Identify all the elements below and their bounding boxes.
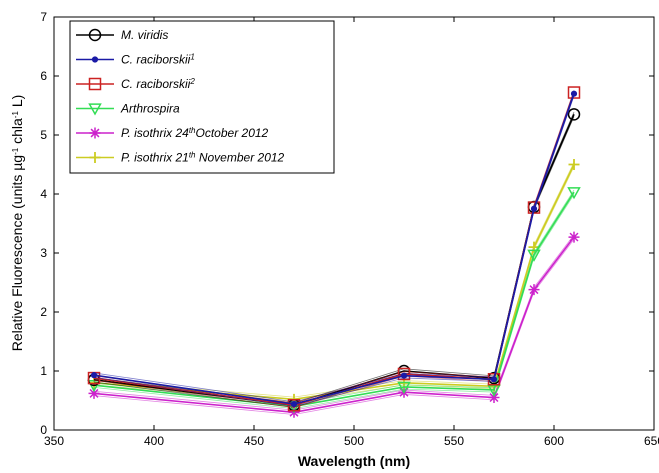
y-tick-label: 5 — [40, 128, 47, 142]
series-marker — [88, 387, 100, 399]
series-marker — [88, 28, 102, 42]
series-line — [93, 236, 575, 414]
series-marker — [567, 86, 581, 99]
series-spread-line — [93, 239, 575, 415]
series-marker — [90, 372, 98, 379]
series-marker — [89, 127, 101, 139]
series-marker — [530, 205, 538, 212]
series-marker — [91, 56, 99, 63]
series-marker — [528, 284, 540, 296]
series-marker — [488, 392, 500, 404]
series-spread-line — [93, 234, 575, 411]
x-tick-label: 350 — [44, 434, 64, 448]
legend-item: C. raciborskii1 — [76, 52, 195, 67]
series-marker — [87, 380, 101, 393]
x-tick-label: 500 — [344, 434, 364, 448]
y-tick-label: 3 — [40, 246, 47, 260]
legend-item: P. isothrix 24thOctober 2012 — [76, 126, 269, 141]
series-line — [93, 164, 575, 401]
legend-label: M. viridis — [121, 28, 168, 42]
series-spread-line — [93, 194, 575, 410]
x-tick-label: 600 — [544, 434, 564, 448]
series-1 — [90, 90, 578, 408]
legend-item: Arthrospira — [76, 102, 180, 116]
series-marker — [490, 376, 498, 383]
series-marker — [290, 400, 298, 408]
series-marker — [568, 159, 580, 170]
series-marker — [568, 231, 580, 243]
axis-ticks: 350 400 450 500 550 600 650 0 1 2 3 4 5 6 7 — [40, 10, 659, 448]
series-spread-line — [93, 162, 575, 398]
series-marker — [527, 249, 541, 262]
x-tick-label: 450 — [244, 434, 264, 448]
legend-item: M. viridis — [76, 28, 168, 42]
legend-item: C. raciborskii2 — [76, 77, 195, 92]
x-tick-label: 650 — [644, 434, 659, 448]
y-tick-label: 1 — [40, 364, 47, 378]
x-tick-label: 400 — [144, 434, 164, 448]
legend-label: C. raciborskii2 — [121, 77, 195, 92]
y-tick-label: 6 — [40, 69, 47, 83]
legend-label: P. isothrix 24thOctober 2012 — [121, 126, 269, 141]
x-axis-title: Wavelength (nm) — [298, 453, 410, 469]
legend-label: C. raciborskii1 — [121, 52, 195, 67]
legend-label: P. isothrix 21th November 2012 — [121, 150, 285, 165]
x-tick-label: 550 — [444, 434, 464, 448]
series-line — [93, 93, 575, 405]
legend-item: P. isothrix 21th November 2012 — [76, 150, 285, 165]
legend-box — [69, 20, 335, 174]
legend-items: M. viridis C. raciborskii1 C. raciborskii2… — [76, 28, 285, 165]
series-marker — [397, 381, 411, 394]
series-marker — [400, 372, 408, 379]
y-tick-label: 4 — [40, 187, 47, 201]
series-marker — [88, 103, 102, 116]
series-layer — [87, 86, 581, 418]
series-marker — [570, 90, 578, 97]
series-4 — [88, 231, 580, 418]
y-tick-label: 7 — [40, 10, 47, 24]
series-marker — [89, 152, 101, 163]
series-marker — [567, 108, 581, 121]
series-marker — [527, 201, 541, 214]
legend-label: Arthrospira — [120, 102, 180, 116]
y-tick-label: 2 — [40, 305, 47, 319]
y-axis-title: Relative Fluorescence (units µg-1 chla-1… — [9, 95, 25, 352]
series-marker — [88, 77, 102, 91]
y-tick-label: 0 — [40, 423, 47, 437]
series-marker — [567, 187, 581, 200]
legend: M. viridis C. raciborskii1 C. raciborskii2… — [69, 20, 335, 174]
